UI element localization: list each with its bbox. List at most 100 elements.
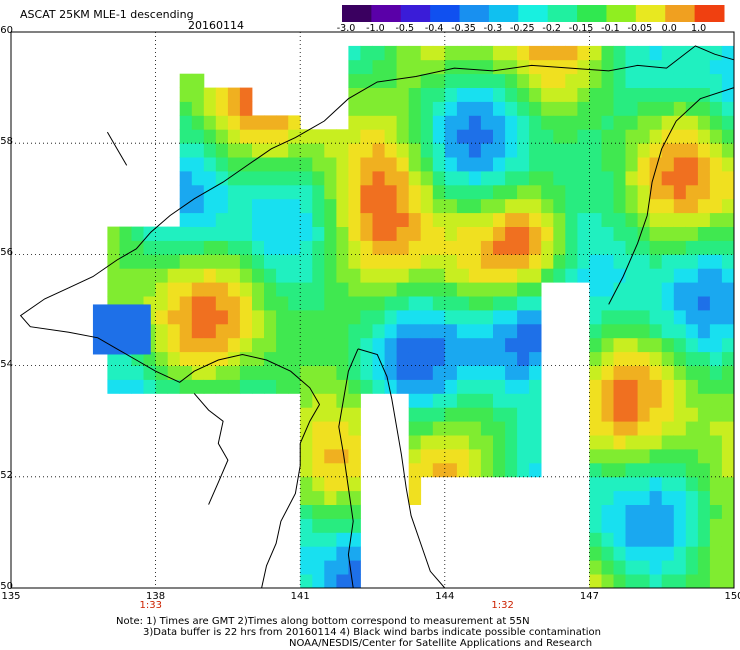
mle-cell xyxy=(517,407,530,422)
mle-cell xyxy=(444,212,458,227)
mle-cell xyxy=(336,379,349,394)
mle-cell xyxy=(155,296,169,311)
mle-cell xyxy=(348,212,361,227)
mle-cell xyxy=(649,226,663,241)
mle-cell xyxy=(565,226,578,241)
mle-cell xyxy=(697,532,711,547)
mle-cell xyxy=(300,546,313,561)
mle-cell xyxy=(529,365,542,380)
mle-cell xyxy=(155,226,169,241)
mle-cell xyxy=(396,115,410,130)
mle-cell xyxy=(432,393,446,408)
colorbar-swatch xyxy=(430,5,461,22)
mle-cell xyxy=(480,407,494,422)
mle-cell xyxy=(408,393,422,408)
mle-cell xyxy=(721,379,735,394)
mle-cell xyxy=(444,129,458,144)
lat-tick-label: 50 xyxy=(0,581,13,592)
mle-cell xyxy=(541,45,554,61)
mle-cell xyxy=(613,254,626,269)
mle-cell xyxy=(661,351,675,366)
mle-cell xyxy=(384,184,398,200)
mle-cell xyxy=(420,351,434,366)
colorbar-swatch xyxy=(400,5,431,22)
mle-cell xyxy=(709,129,723,144)
mle-cell xyxy=(685,73,699,88)
mle-cell xyxy=(625,546,638,561)
mle-cell xyxy=(372,296,385,311)
mle-cell xyxy=(649,143,663,158)
mle-cell xyxy=(685,226,699,241)
mle-cell xyxy=(432,449,446,464)
mle-cell xyxy=(637,546,650,561)
mle-cell xyxy=(215,143,229,158)
mle-cell xyxy=(649,184,663,200)
mle-cell xyxy=(324,393,337,408)
mle-cell xyxy=(468,129,482,144)
mle-cell xyxy=(444,115,458,130)
coast-detail xyxy=(106,131,128,166)
mle-cell xyxy=(625,184,638,200)
mle-cell xyxy=(721,365,735,380)
mle-cell xyxy=(517,143,530,158)
mle-cell xyxy=(613,504,626,519)
mle-cell xyxy=(625,476,638,492)
mle-cell xyxy=(348,198,361,214)
mle-cell xyxy=(505,212,518,227)
mle-cell xyxy=(541,254,554,269)
mle-cell xyxy=(312,254,325,269)
mle-cell xyxy=(613,157,626,172)
mle-cell xyxy=(541,226,554,241)
note-line-1: Note: 1) Times are GMT 2)Times along bot… xyxy=(116,616,530,627)
mle-cell xyxy=(637,476,650,492)
mle-cell xyxy=(348,518,361,533)
mle-cell xyxy=(553,101,566,116)
mle-cell xyxy=(721,518,735,533)
mle-cell xyxy=(324,379,337,394)
mle-cell xyxy=(697,59,711,75)
pass-time-label: 1:33 xyxy=(139,600,162,611)
mle-cell xyxy=(601,393,614,408)
mle-cell xyxy=(601,73,614,88)
mle-cell xyxy=(408,296,422,311)
mle-cell xyxy=(589,73,602,88)
mle-cell xyxy=(288,379,301,394)
mle-cell xyxy=(456,296,470,311)
mle-cell xyxy=(721,198,735,214)
mle-cell xyxy=(589,254,602,269)
mle-cell xyxy=(577,157,590,172)
mle-cell xyxy=(721,73,735,88)
mle-cell xyxy=(661,282,675,297)
mle-cell xyxy=(697,560,711,575)
mle-cell xyxy=(384,101,398,116)
mle-cell xyxy=(444,157,458,172)
mle-cell xyxy=(432,115,446,130)
mle-cell xyxy=(408,365,422,380)
mle-cell xyxy=(300,560,313,575)
mle-cell xyxy=(541,171,554,186)
mle-cell xyxy=(589,171,602,186)
mle-cell xyxy=(203,171,217,186)
mle-cell xyxy=(685,171,699,186)
mle-cell xyxy=(444,45,458,61)
mle-cell xyxy=(432,101,446,116)
mle-cell xyxy=(493,393,506,408)
mle-cell xyxy=(215,268,229,283)
mle-cell xyxy=(372,240,385,255)
mle-cell xyxy=(493,310,506,325)
mle-cell xyxy=(601,87,614,102)
mle-cell xyxy=(505,157,518,172)
mle-cell xyxy=(685,296,699,311)
mle-cell xyxy=(553,198,566,214)
mle-cell xyxy=(697,282,711,297)
mle-cell xyxy=(336,518,349,533)
mle-cell xyxy=(348,323,361,339)
mle-cell xyxy=(613,379,626,394)
mle-cell xyxy=(649,323,663,339)
mle-cell xyxy=(505,351,518,366)
mle-cell xyxy=(493,240,506,255)
mle-cell xyxy=(697,449,711,464)
mle-cell xyxy=(601,365,614,380)
mle-cell xyxy=(348,157,361,172)
mle-cell xyxy=(264,365,277,380)
